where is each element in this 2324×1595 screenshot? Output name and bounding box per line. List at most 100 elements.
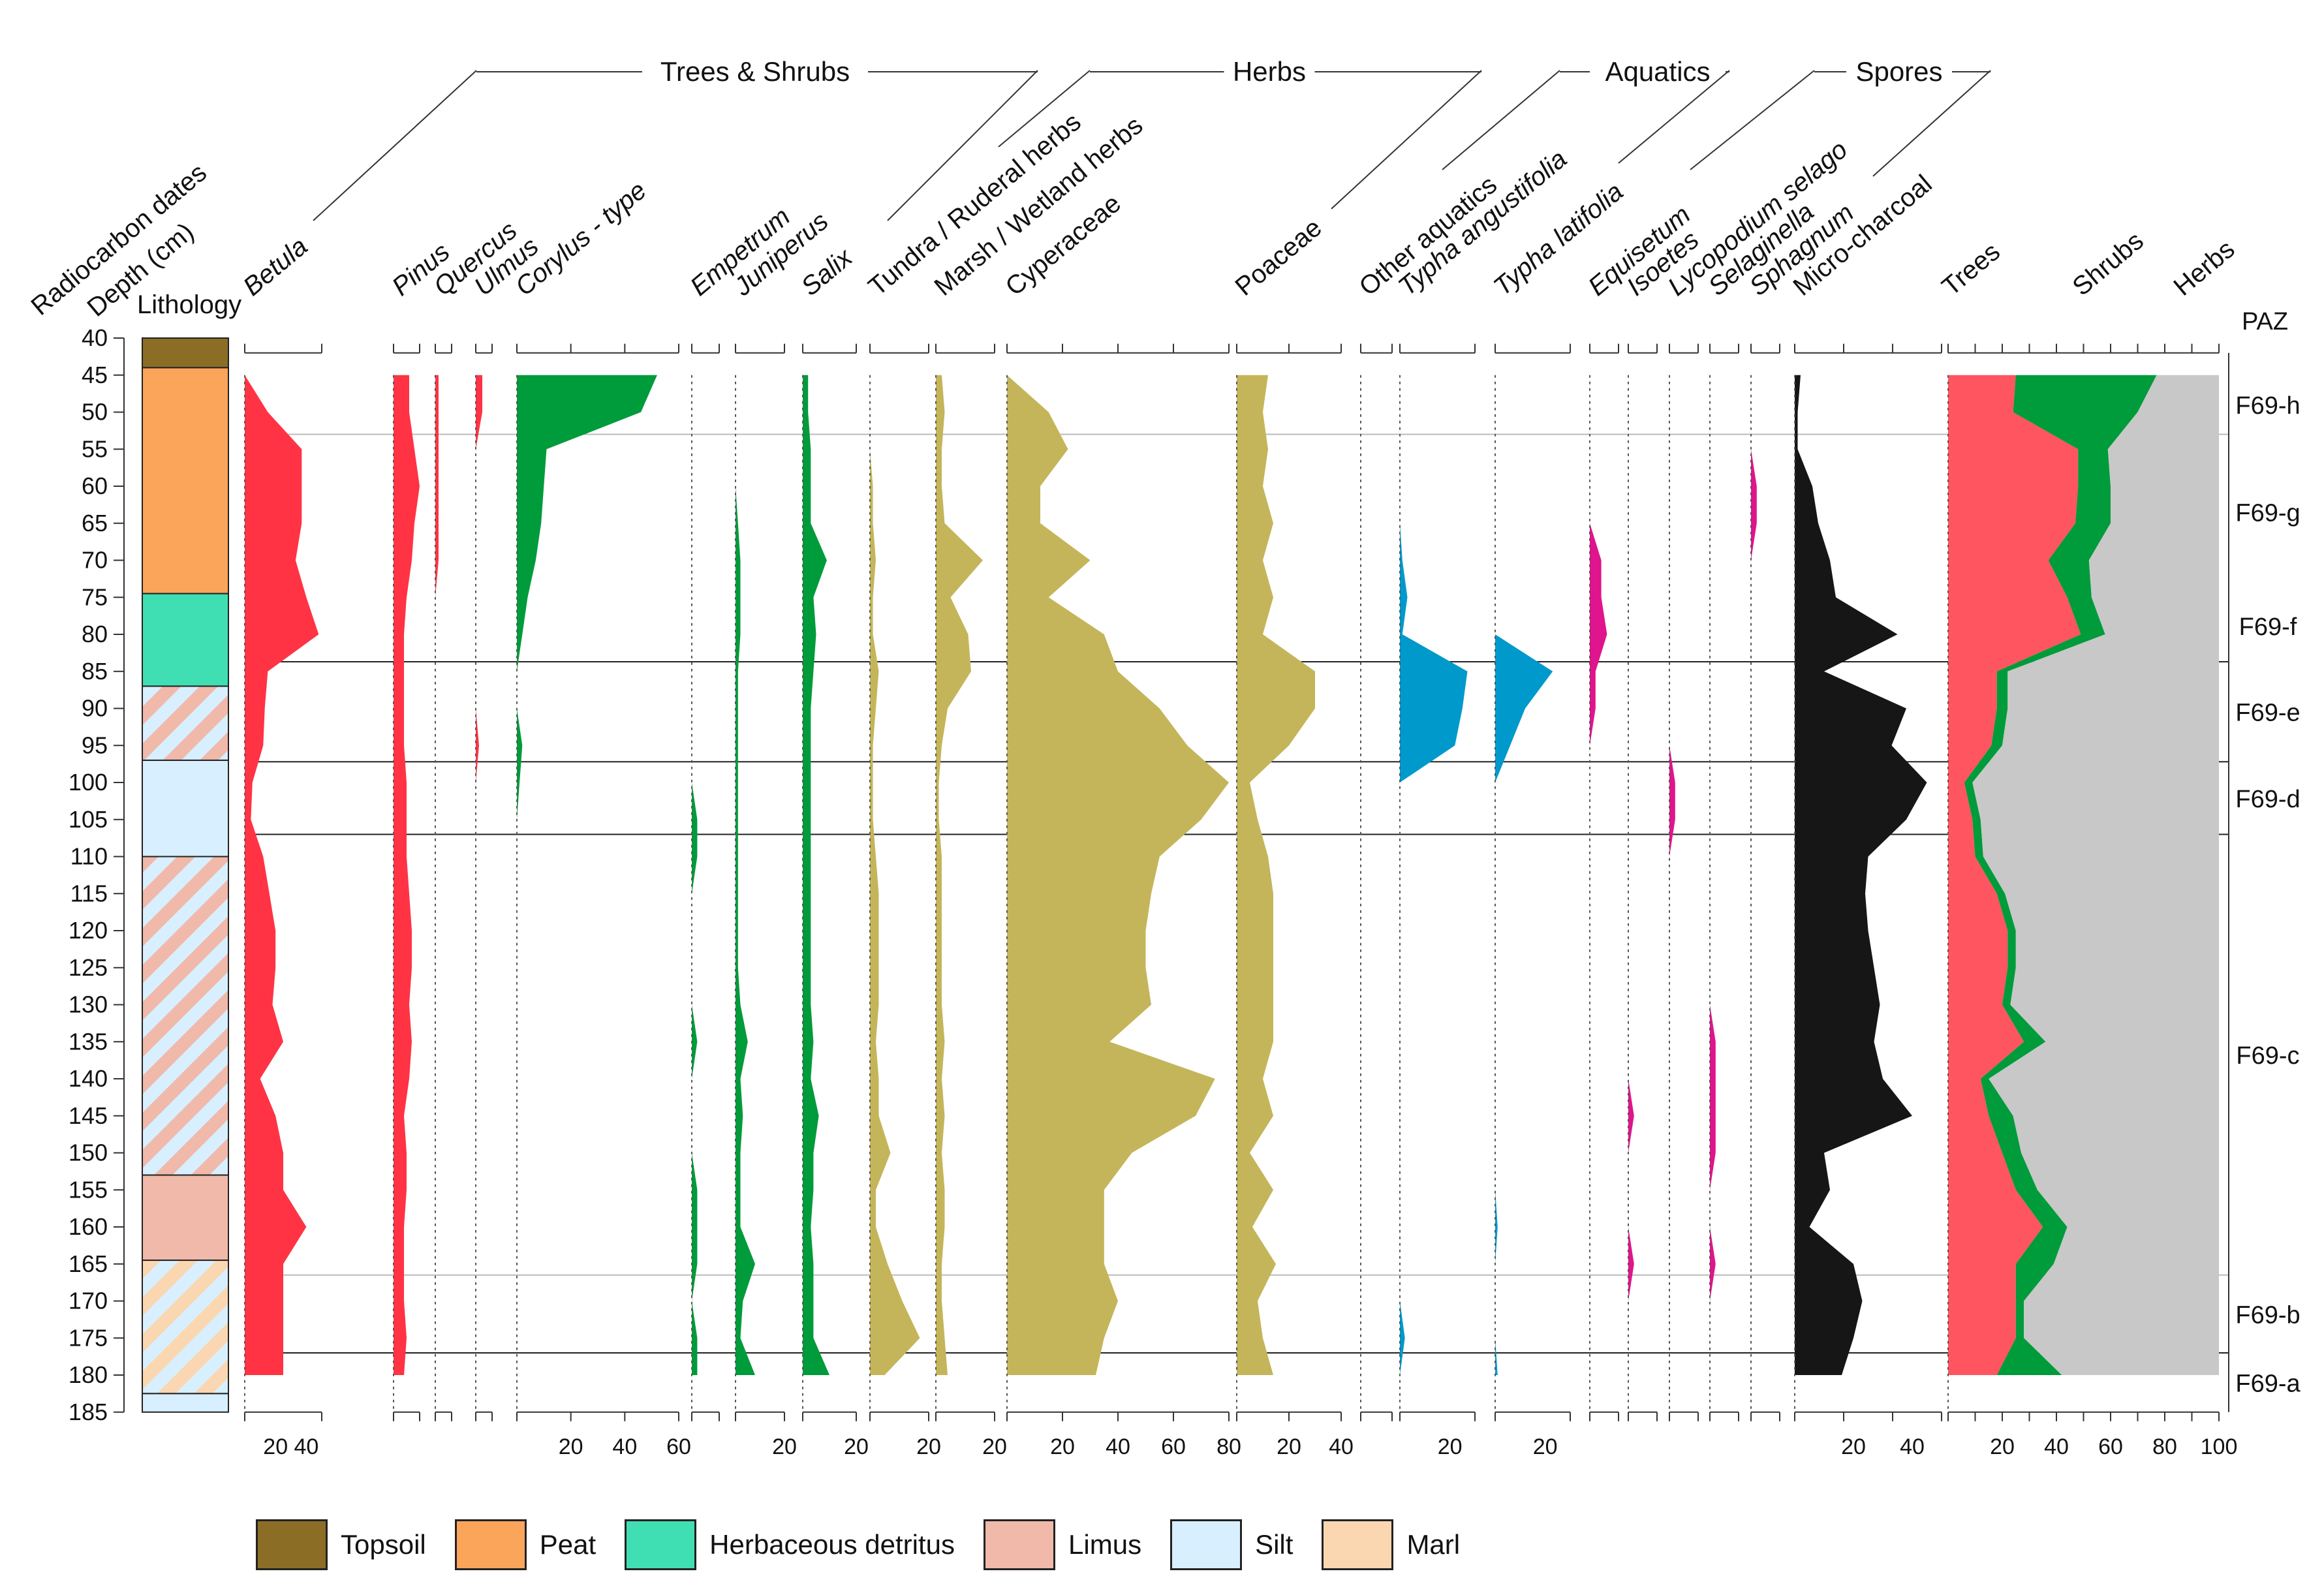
lithology-unit xyxy=(142,856,229,1176)
zone-label: F69-c xyxy=(2236,1042,2299,1070)
depth-tick-label: 115 xyxy=(70,880,108,906)
depth-tick-label: 90 xyxy=(82,695,108,722)
depth-tick-label: 95 xyxy=(82,732,108,758)
group-bracket xyxy=(313,70,477,221)
group-bracket xyxy=(887,70,1038,221)
pollen-curve xyxy=(517,375,657,1375)
legend-label: Limus xyxy=(1068,1529,1142,1560)
pollen-curve xyxy=(1669,375,1675,1375)
taxon-header: Poaceae xyxy=(1230,213,1327,302)
depth-tick-label: 150 xyxy=(69,1139,108,1166)
depth-tick-label: 50 xyxy=(82,399,108,426)
lithology-unit xyxy=(142,1393,229,1413)
group-bracket xyxy=(1690,70,1815,170)
x-tick-label: 100 xyxy=(2201,1434,2238,1459)
depth-tick-label: 155 xyxy=(69,1176,108,1203)
x-tick-label: 20 xyxy=(1533,1434,1558,1459)
depth-tick-label: 145 xyxy=(69,1102,108,1129)
depth-tick-label: 110 xyxy=(70,843,108,870)
x-tick-label: 60 xyxy=(2098,1434,2123,1459)
x-tick-label: 20 xyxy=(844,1434,869,1459)
legend-label: Marl xyxy=(1406,1529,1461,1560)
group-header: Spores xyxy=(1855,56,1942,87)
depth-tick-label: 75 xyxy=(82,583,108,610)
summary-area-trees xyxy=(1948,375,2081,1375)
taxon-header: Betula xyxy=(238,232,313,302)
pollen-curve xyxy=(803,375,829,1375)
legend-label: Topsoil xyxy=(341,1529,426,1560)
x-tick-label: 40 xyxy=(1329,1434,1354,1459)
x-tick-label: 20 xyxy=(1050,1434,1075,1459)
depth-tick-label: 180 xyxy=(69,1361,108,1388)
zone-label: F69-f xyxy=(2239,613,2297,641)
x-tick-label: 20 xyxy=(772,1434,797,1459)
summary-area-herbs xyxy=(1972,375,2219,1375)
legend-item: Limus xyxy=(984,1519,1141,1570)
group-bracket xyxy=(1618,70,1730,164)
depth-tick-label: 135 xyxy=(69,1028,108,1055)
lithology-unit xyxy=(142,1174,229,1262)
pollen-curve xyxy=(1710,375,1716,1375)
x-tick-label: 20 xyxy=(559,1434,583,1459)
x-tick-label: 40 xyxy=(612,1434,637,1459)
pollen-curve xyxy=(1751,375,1757,1375)
lithology-column xyxy=(142,337,229,1413)
lithology-unit xyxy=(142,1260,229,1395)
depth-tick-label: 125 xyxy=(69,954,108,981)
zone-labels: PAZ F69-h F69-g F69-f F69-e F69-d F69-c F69-b F6… xyxy=(2228,308,2301,1412)
x-tick-label: 80 xyxy=(2152,1434,2177,1459)
pollen-curve xyxy=(870,375,920,1375)
depth-tick-label: 170 xyxy=(69,1288,108,1314)
x-tick-label: 20 xyxy=(982,1434,1007,1459)
depth-tick-label: 185 xyxy=(69,1399,108,1425)
summary-header: Herbs xyxy=(2169,235,2240,302)
x-tick-label: 20 xyxy=(1277,1434,1301,1459)
legend-swatch xyxy=(984,1519,1056,1570)
x-tick-label: 40 xyxy=(1900,1434,1925,1459)
pollen-curve xyxy=(1400,375,1468,1375)
legend-item: Peat xyxy=(454,1519,596,1570)
pollen-curve xyxy=(736,375,755,1375)
group-header: Herbs xyxy=(1233,56,1306,87)
legend-item: Herbaceous detritus xyxy=(625,1519,955,1570)
summary-header: Shrubs xyxy=(2068,226,2149,302)
x-tick-label: 20 xyxy=(1438,1434,1463,1459)
depth-tick-label: 160 xyxy=(69,1213,108,1240)
pollen-curve xyxy=(1795,375,1927,1375)
x-tick-label: 40 xyxy=(294,1434,318,1459)
legend-swatch xyxy=(1322,1519,1394,1570)
group-bracket xyxy=(1442,70,1560,170)
group-header: Trees & Shrubs xyxy=(660,56,850,87)
legend-item: Topsoil xyxy=(256,1519,426,1570)
zone-label: F69-g xyxy=(2235,500,2300,527)
group-bracket xyxy=(998,70,1091,147)
legend-swatch xyxy=(1170,1519,1243,1570)
lithology-unit xyxy=(142,367,229,595)
zone-label: F69-e xyxy=(2235,700,2300,727)
pollen-curve xyxy=(245,375,319,1375)
group-header: Aquatics xyxy=(1605,56,1710,87)
pollen-curve xyxy=(936,375,983,1375)
x-tick-label: 20 xyxy=(916,1434,941,1459)
x-tick-label: 40 xyxy=(1106,1434,1130,1459)
legend-swatch xyxy=(256,1519,328,1570)
x-tick-label: 40 xyxy=(2044,1434,2069,1459)
depth-tick-label: 130 xyxy=(69,991,108,1018)
lithology-header: Lithology xyxy=(137,290,241,319)
depth-tick-label: 85 xyxy=(82,658,108,685)
depth-axis: 40 45 50 55 60 65 70 75 80 85 90 95 100 105 110 115 120 1… xyxy=(69,324,125,1425)
x-tick-label: 20 xyxy=(1990,1434,2015,1459)
pollen-curve xyxy=(1590,375,1607,1375)
depth-tick-label: 70 xyxy=(82,547,108,574)
lithology-unit xyxy=(142,759,229,858)
summary-area-shrubs xyxy=(1964,375,2157,1375)
lithology-unit xyxy=(142,337,229,369)
zone-label: F69-b xyxy=(2235,1301,2300,1329)
pollen-curve xyxy=(1237,375,1315,1375)
depth-tick-label: 60 xyxy=(82,472,108,499)
depth-tick-label: 120 xyxy=(69,917,108,944)
summary-header: Trees xyxy=(1937,237,2006,301)
taxon-header: Typha angustifolia xyxy=(1393,144,1573,301)
depth-tick-label: 100 xyxy=(69,769,108,796)
depth-tick-label: 165 xyxy=(69,1250,108,1277)
